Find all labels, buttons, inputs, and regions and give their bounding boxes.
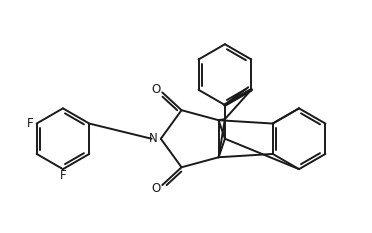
Text: O: O	[152, 182, 161, 195]
Text: O: O	[152, 83, 161, 96]
Text: F: F	[27, 117, 33, 130]
Text: N: N	[149, 132, 157, 145]
Text: F: F	[60, 169, 66, 182]
